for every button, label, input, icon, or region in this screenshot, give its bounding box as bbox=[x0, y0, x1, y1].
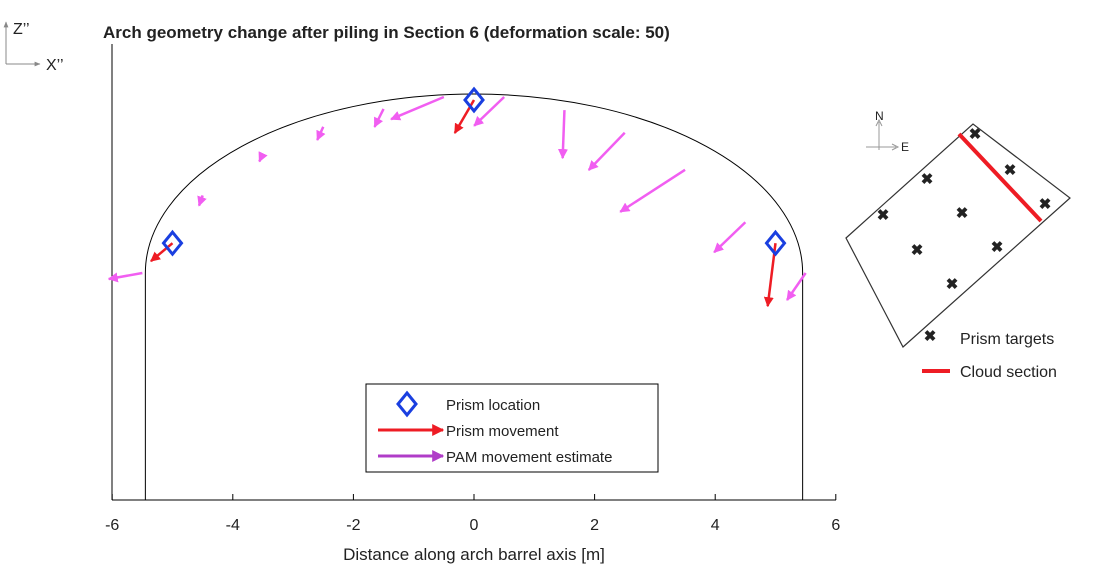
prism-target-cross: ✖ bbox=[1039, 196, 1052, 213]
pam-arrow bbox=[107, 271, 143, 283]
z-axis-label: Z’’ bbox=[13, 21, 30, 38]
axes-indicator: Z’’ X’’ bbox=[3, 21, 64, 74]
legend-label-prism-location: Prism location bbox=[446, 397, 540, 414]
x-axis-title: Distance along arch barrel axis [m] bbox=[343, 545, 605, 564]
prism-target-cross: ✖ bbox=[1004, 162, 1017, 179]
legend: Prism location Prism movement PAM moveme… bbox=[365, 383, 659, 473]
prism-target-markers: ✖ ✖ ✖ ✖ ✖ ✖ ✖ ✖ ✖ bbox=[877, 126, 1052, 293]
cloud-section-line bbox=[957, 132, 1043, 223]
pam-arrow bbox=[587, 131, 626, 171]
chart-title: Arch geometry change after piling in Sec… bbox=[103, 23, 670, 42]
prism-target-cross: ✖ bbox=[991, 239, 1004, 256]
prism-target-cross: ✖ bbox=[969, 126, 982, 143]
north-label: N bbox=[875, 109, 884, 123]
x-tick-label: 0 bbox=[470, 517, 479, 534]
pam-arrow bbox=[619, 168, 686, 213]
x-ticks: -6 -4 -2 0 2 4 6 bbox=[105, 494, 840, 534]
prism-diamond bbox=[463, 86, 485, 114]
legend-cross-icon: ✖ bbox=[924, 328, 937, 345]
prism-diamonds bbox=[161, 86, 787, 257]
x-tick-label: 4 bbox=[711, 517, 720, 534]
pam-arrow bbox=[713, 221, 747, 254]
prism-arrow bbox=[150, 242, 174, 263]
x-axis-label: X’’ bbox=[46, 57, 64, 74]
arch-outline bbox=[144, 93, 804, 500]
site-plan-inset: N E ✖ ✖ ✖ ✖ ✖ ✖ ✖ ✖ ✖ ✖ Prism targets Cloud sect… bbox=[845, 109, 1071, 381]
pam-arrow bbox=[557, 110, 568, 160]
prism-target-cross: ✖ bbox=[911, 242, 924, 259]
legend-diamond-icon bbox=[396, 390, 418, 418]
prism-target-cross: ✖ bbox=[877, 207, 890, 224]
prism-target-cross: ✖ bbox=[946, 276, 959, 293]
site-plan-outline bbox=[845, 123, 1071, 348]
prism-arrow bbox=[453, 99, 476, 134]
inset-legend-prism-targets: Prism targets bbox=[960, 331, 1054, 348]
x-tick-label: -4 bbox=[226, 517, 240, 534]
pam-arrow bbox=[473, 96, 506, 127]
pam-arrow bbox=[786, 272, 807, 301]
pam-arrow bbox=[197, 195, 207, 207]
pam-arrow bbox=[390, 95, 445, 121]
prism-target-cross: ✖ bbox=[956, 205, 969, 222]
prism-target-cross: ✖ bbox=[921, 171, 934, 188]
prism-arrows bbox=[150, 99, 777, 308]
pam-arrow bbox=[316, 126, 326, 141]
x-tick-label: 2 bbox=[590, 517, 599, 534]
legend-label-pam-movement: PAM movement estimate bbox=[446, 449, 612, 466]
prism-diamond bbox=[764, 229, 787, 257]
pam-arrow bbox=[373, 108, 385, 128]
east-label: E bbox=[901, 140, 909, 154]
x-tick-label: -6 bbox=[105, 517, 119, 534]
x-tick-label: -2 bbox=[346, 517, 360, 534]
legend-label-prism-movement: Prism movement bbox=[446, 423, 559, 440]
x-tick-label: 6 bbox=[831, 517, 840, 534]
pam-arrows bbox=[107, 95, 807, 301]
pam-arrow bbox=[258, 151, 268, 163]
prism-diamond bbox=[161, 229, 184, 257]
inset-legend-cloud-section: Cloud section bbox=[960, 364, 1057, 381]
